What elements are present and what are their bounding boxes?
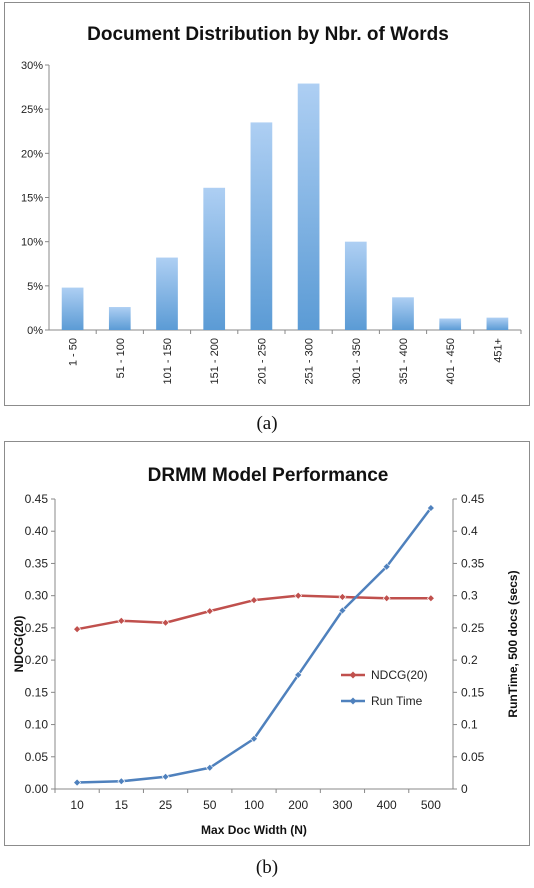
x-tick-label: 10 (70, 798, 84, 812)
drmm-performance-plot: DRMM Model Performance0.000.050.100.150.… (12, 465, 520, 837)
x-tick-label: 51 - 100 (115, 338, 127, 378)
x-tick-label: 151 - 200 (209, 338, 221, 384)
y-tick-label: 0% (27, 325, 43, 337)
y-tick-label: 20% (21, 148, 43, 160)
data-point (117, 777, 126, 786)
y-tick-label-left: 0.45 (25, 492, 49, 506)
legend-label: Run Time (371, 694, 423, 708)
data-point (205, 763, 214, 772)
data-point (117, 616, 126, 625)
chart-title: DRMM Model Performance (148, 465, 389, 486)
caption-a: (a) (256, 413, 278, 434)
x-tick-label: 15 (115, 798, 129, 812)
bar (250, 122, 273, 331)
chart-title: Document Distribution by Nbr. of Words (87, 24, 449, 45)
y-tick-label: 30% (21, 60, 43, 72)
data-point (205, 607, 214, 616)
data-point (73, 778, 82, 787)
y-tick-label-right: 0.1 (461, 718, 478, 732)
y-axis-title-left: NDCG(20) (12, 616, 26, 673)
y-axis-title-right: RunTime, 500 docs (secs) (506, 570, 520, 717)
y-tick-label-left: 0.35 (25, 556, 49, 570)
legend-label: NDCG(20) (371, 668, 428, 682)
data-point (382, 562, 391, 571)
x-tick-label: 451+ (492, 338, 504, 363)
x-tick-label: 301 - 350 (351, 338, 363, 384)
drmm-performance-chart: DRMM Model Performance 0.00 0.05 0.10 0.15 0.… (4, 441, 530, 846)
data-point (294, 671, 303, 679)
x-tick-label: 300 (332, 798, 352, 812)
y-tick-label-left: 0.30 (25, 589, 49, 603)
x-tick-label: 50 (203, 798, 217, 812)
x-tick-label: 200 (288, 798, 308, 812)
bar (486, 317, 509, 330)
legend-marker-1 (349, 697, 357, 705)
y-tick-label: 5% (27, 281, 43, 293)
data-point (294, 591, 303, 600)
x-tick-label: 1 - 50 (68, 338, 80, 366)
data-point (338, 593, 347, 601)
bar (297, 83, 320, 330)
y-tick-label-right: 0.25 (461, 621, 485, 635)
y-tick-label: 10% (21, 237, 43, 249)
y-tick-label-right: 0.15 (461, 685, 485, 699)
data-point (338, 606, 347, 615)
x-tick-label: 201 - 250 (256, 338, 268, 384)
y-tick-label: 15% (21, 193, 43, 205)
word-distribution-chart: Document Distribution by Nbr. of Words 0%… (4, 2, 530, 406)
bar (439, 318, 462, 330)
y-tick-label-left: 0.00 (25, 782, 49, 796)
x-tick-label: 251 - 300 (304, 338, 316, 384)
y-tick-label-left: 0.25 (25, 621, 49, 635)
x-tick-label: 100 (244, 798, 264, 812)
y-tick-label-right: 0.35 (461, 556, 485, 570)
bar (61, 287, 84, 330)
y-tick-label-right: 0.4 (461, 524, 478, 538)
caption-b: (b) (255, 857, 279, 878)
y-tick-label: 25% (21, 104, 43, 116)
data-point (426, 504, 435, 512)
y-tick-label-right: 0.3 (461, 589, 478, 603)
data-point (382, 594, 391, 603)
data-point (73, 625, 82, 634)
x-tick-label: 351 - 400 (398, 338, 410, 384)
data-point (161, 772, 170, 781)
y-tick-label-left: 0.40 (25, 524, 49, 538)
y-tick-label-right: 0.45 (461, 492, 485, 506)
x-axis-title: Max Doc Width (N) (201, 823, 307, 837)
data-point (161, 618, 170, 627)
y-tick-label-left: 0.05 (25, 750, 49, 764)
x-tick-label: 101 - 150 (162, 338, 174, 384)
bar (156, 257, 178, 330)
bar (203, 187, 226, 330)
bar (108, 307, 131, 330)
data-point (426, 594, 435, 603)
y-tick-label-right: 0 (461, 782, 468, 796)
x-tick-label: 25 (159, 798, 173, 812)
y-tick-label-right: 0.05 (461, 750, 485, 764)
x-tick-label: 401 - 450 (445, 338, 457, 384)
x-tick-label: 500 (421, 798, 441, 812)
x-tick-label: 400 (377, 798, 397, 812)
y-tick-label-left: 0.15 (25, 685, 49, 699)
y-tick-label-left: 0.10 (25, 718, 49, 732)
word-distribution-plot: Document Distribution by Nbr. of Words 0%… (21, 24, 522, 384)
data-point (250, 596, 258, 605)
y-tick-label-left: 0.20 (25, 653, 49, 667)
data-point (250, 734, 258, 743)
bar (392, 297, 414, 330)
legend-marker-0 (349, 671, 357, 679)
bar (344, 241, 367, 330)
y-tick-label-right: 0.2 (461, 653, 478, 667)
